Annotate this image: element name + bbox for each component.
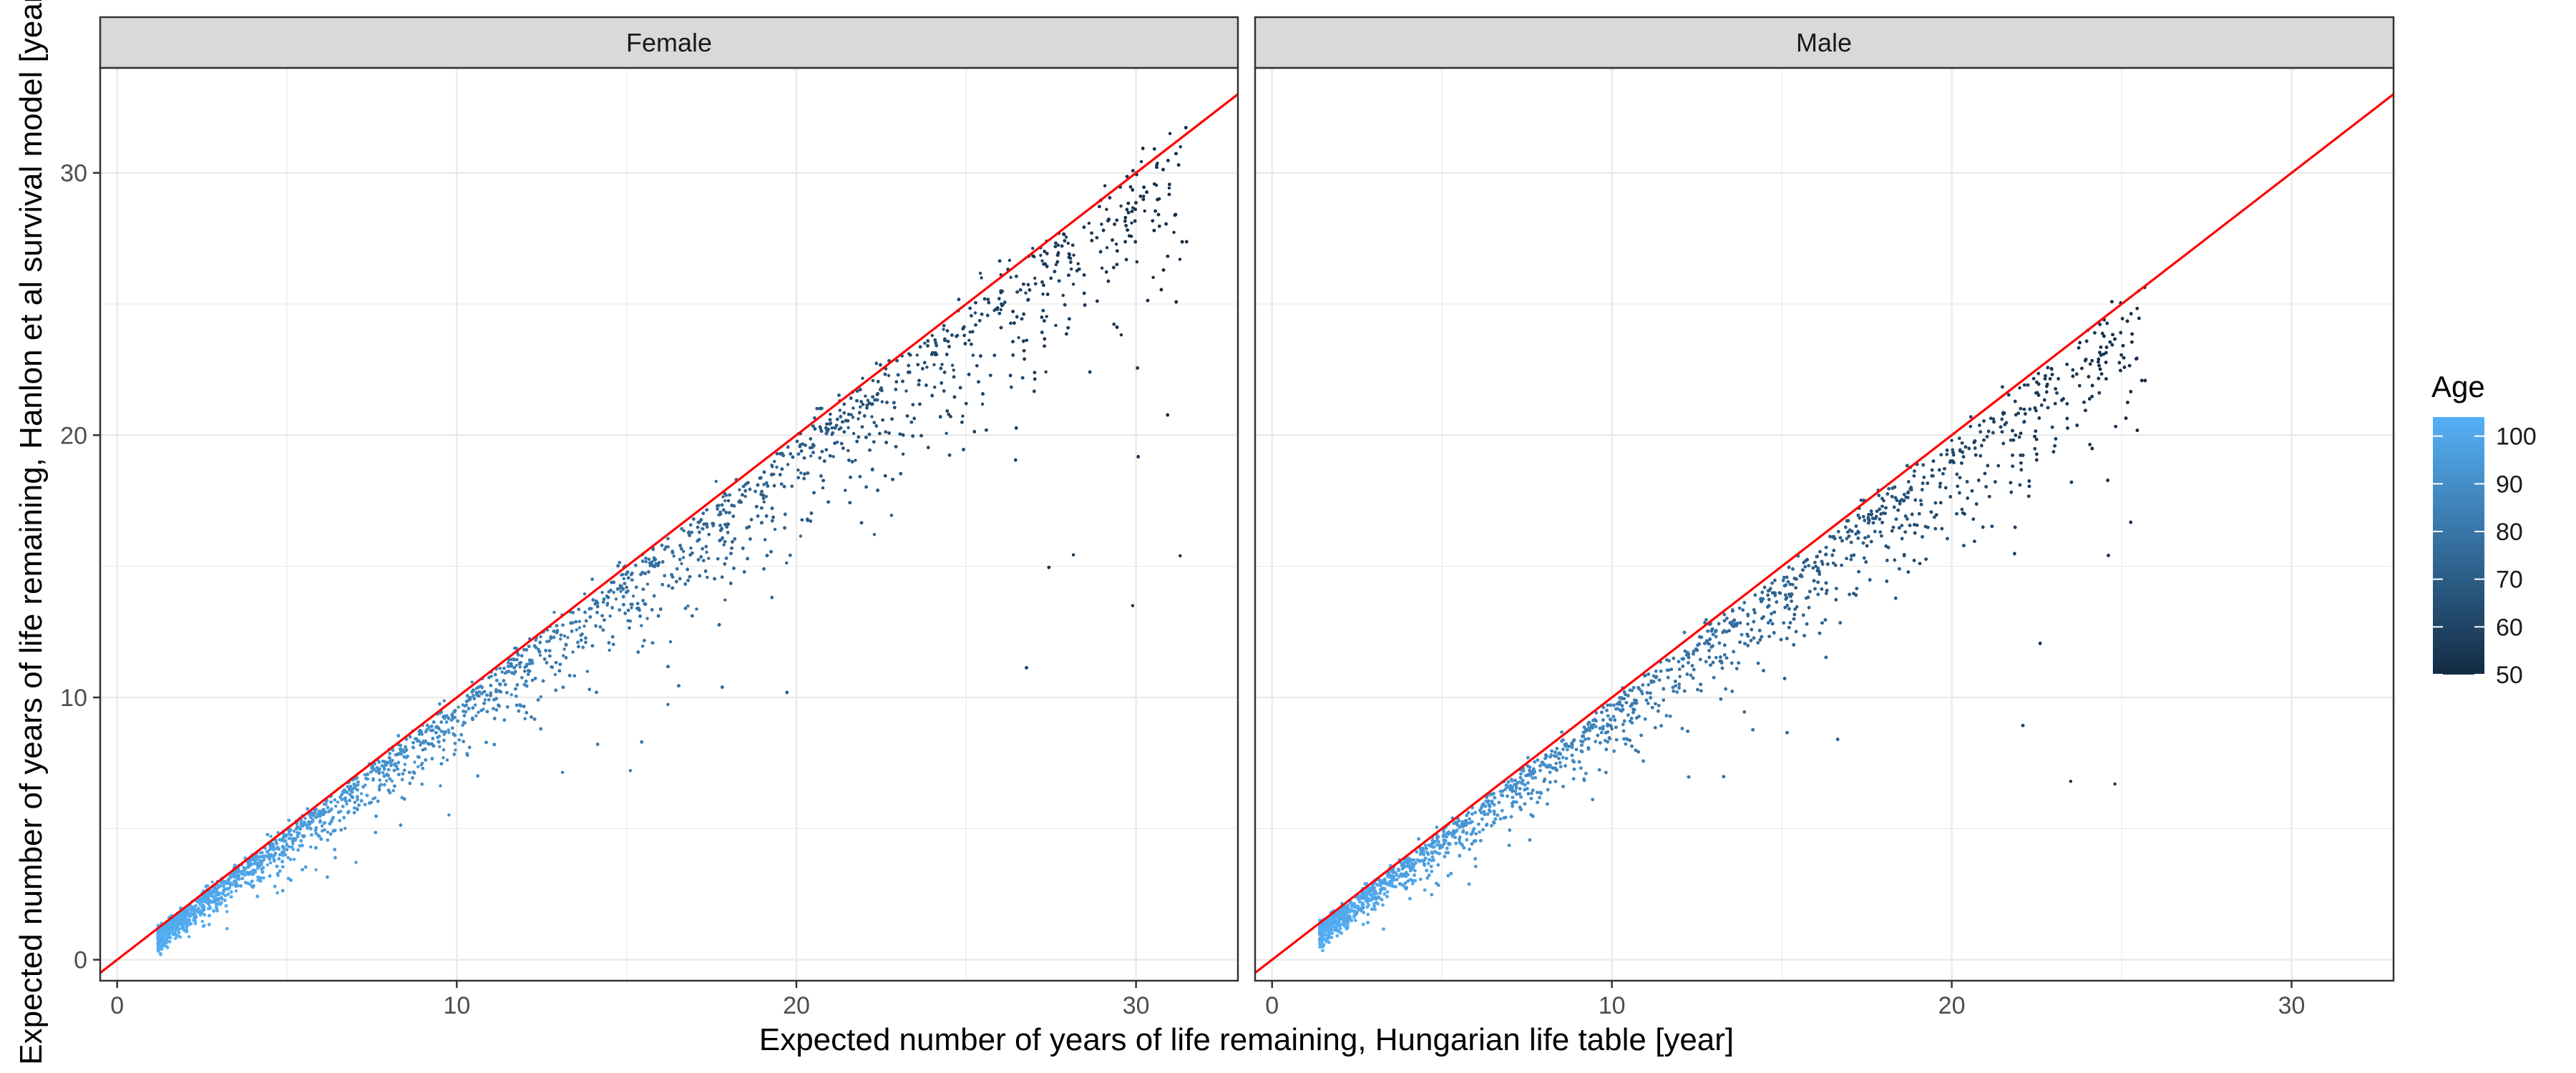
data-point [177,931,180,934]
data-point [174,937,177,940]
data-point [159,952,162,955]
data-point [182,928,185,931]
data-point [230,891,233,893]
data-point [225,927,228,930]
data-point [208,906,211,908]
data-point [225,904,228,907]
data-point [190,906,193,908]
strip-label-female: Female [626,28,712,57]
panel-female: Female [100,17,1238,981]
data-point [187,935,190,938]
data-point [203,913,206,916]
data-point [168,940,171,943]
data-point [203,924,205,927]
data-point [160,947,163,950]
data-point [211,881,214,883]
data-point [166,946,169,949]
data-point [157,949,160,952]
data-point [185,928,188,931]
data-point [162,935,165,938]
data-point [164,941,167,944]
